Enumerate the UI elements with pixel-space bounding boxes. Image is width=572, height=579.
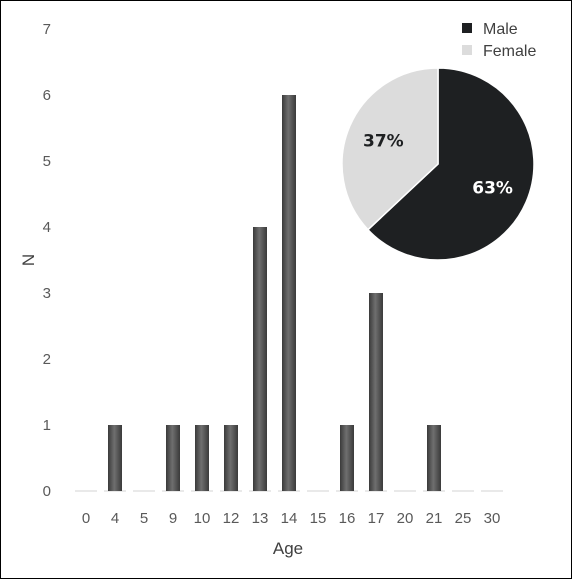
x-tick-label: 17 xyxy=(368,510,385,527)
x-tick-label: 25 xyxy=(455,510,472,527)
y-axis-ticks: 0 1 2 3 4 5 6 7 xyxy=(43,21,51,500)
pie-legend: Male Female xyxy=(462,21,536,60)
bar-series xyxy=(108,95,441,491)
gender-pie: 63% 37% xyxy=(341,67,535,261)
bar-age-16 xyxy=(340,425,354,491)
legend-label: Male xyxy=(483,21,518,38)
x-tick-label: 30 xyxy=(484,510,501,527)
legend-label: Female xyxy=(483,43,536,60)
bar-age-10 xyxy=(195,425,209,491)
bar-age-4 xyxy=(108,425,122,491)
x-tick-label: 15 xyxy=(310,510,327,527)
legend-swatch-male xyxy=(462,23,472,33)
bar-age-12 xyxy=(224,425,238,491)
x-tick-label: 12 xyxy=(223,510,240,527)
x-axis-ticks: 0 4 5 9 10 12 13 14 15 16 17 20 21 25 30 xyxy=(82,510,501,527)
y-tick-label: 2 xyxy=(43,351,51,368)
y-tick-label: 5 xyxy=(43,153,51,170)
x-tick-label: 10 xyxy=(194,510,211,527)
y-tick-label: 3 xyxy=(43,285,51,302)
x-tick-label: 14 xyxy=(281,510,298,527)
x-axis-title: Age xyxy=(273,539,303,558)
bar-age-17 xyxy=(369,293,383,491)
x-tick-label: 16 xyxy=(339,510,356,527)
y-tick-label: 1 xyxy=(43,417,51,434)
x-tick-label: 0 xyxy=(82,510,90,527)
y-axis-title: N xyxy=(19,254,38,266)
pie-value-label: 37% xyxy=(363,131,404,151)
pie-slice-female xyxy=(341,67,439,231)
x-tick-label: 9 xyxy=(169,510,177,527)
bar-age-21 xyxy=(427,425,441,491)
bar-age-13 xyxy=(253,227,267,491)
x-tick-label: 5 xyxy=(140,510,148,527)
pie-value-label: 63% xyxy=(472,179,513,199)
bar-age-14 xyxy=(282,95,296,491)
y-tick-label: 0 xyxy=(43,483,51,500)
y-tick-label: 4 xyxy=(43,219,51,236)
bar-age-9 xyxy=(166,425,180,491)
x-tick-label: 20 xyxy=(397,510,414,527)
x-tick-label: 4 xyxy=(111,510,119,527)
pie-slice-male xyxy=(366,67,535,261)
x-tick-label: 21 xyxy=(426,510,443,527)
legend-swatch-female xyxy=(462,45,472,55)
y-tick-label: 7 xyxy=(43,21,51,38)
y-tick-label: 6 xyxy=(43,87,51,104)
x-tick-label: 13 xyxy=(252,510,269,527)
